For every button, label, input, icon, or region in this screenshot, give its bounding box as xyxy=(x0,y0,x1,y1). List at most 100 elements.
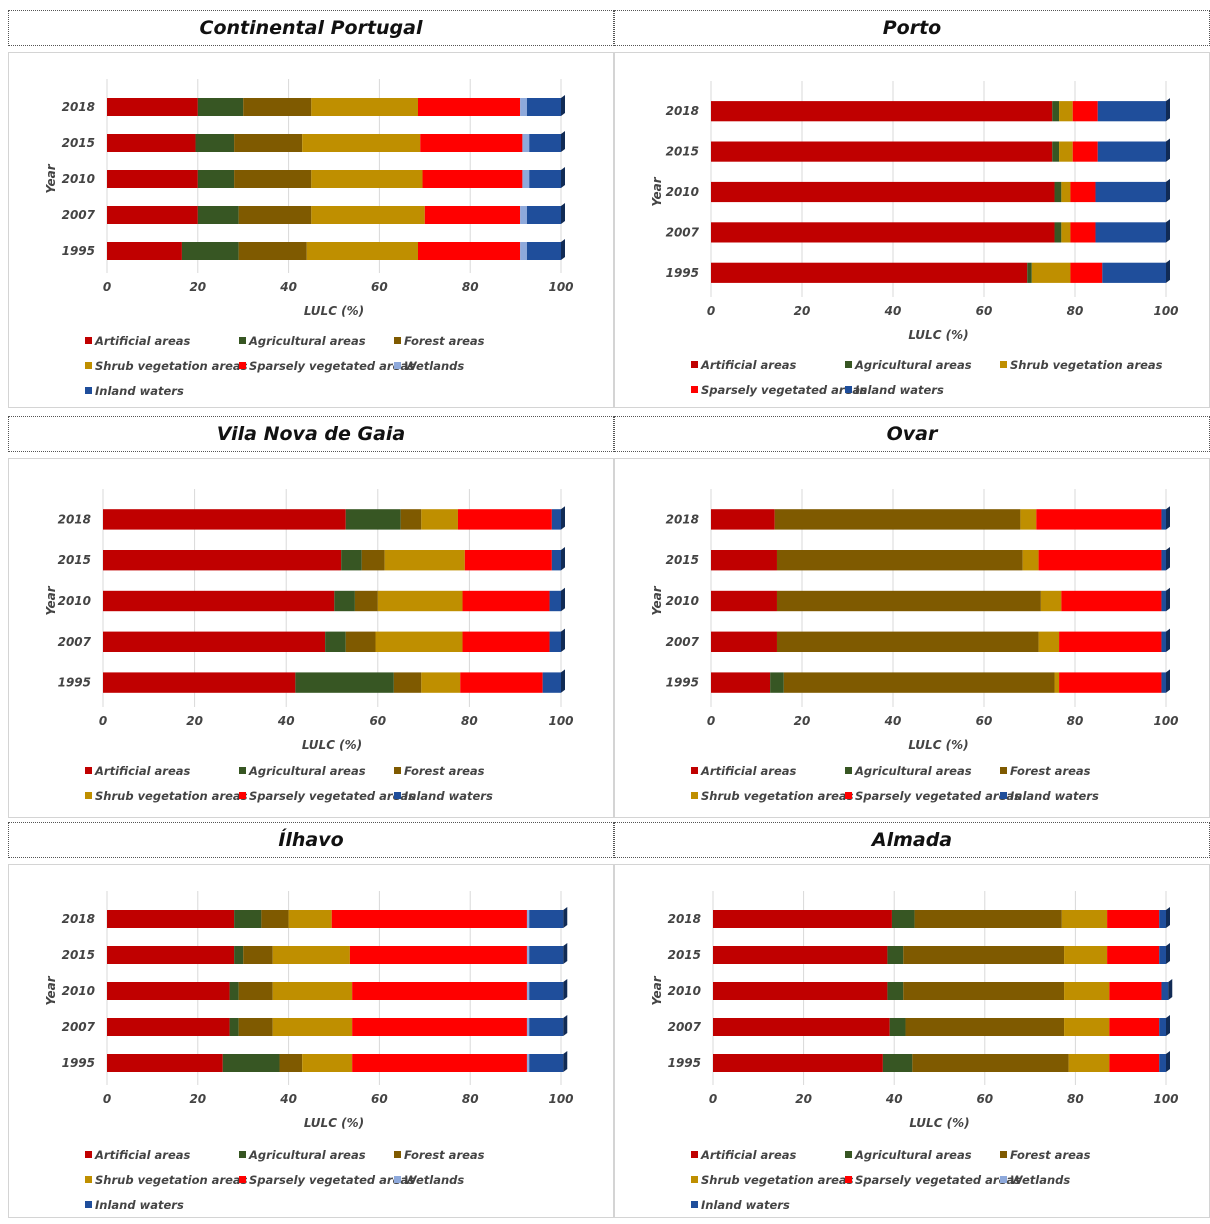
bar-segment xyxy=(103,550,342,571)
legend-swatch xyxy=(845,767,852,774)
x-tick-label: 80 xyxy=(462,1092,479,1106)
y-tick-label: 1995 xyxy=(666,676,699,690)
x-tick-label: 0 xyxy=(99,714,107,728)
x-tick-label: 100 xyxy=(548,1092,573,1106)
bar-segment xyxy=(238,206,312,224)
y-tick-label: 2015 xyxy=(666,145,699,159)
chart-body: 0 20 40 60 80 100 1995 2007 2010 2015 2018 LULC (%)… xyxy=(8,864,614,1218)
x-tick-label: 40 xyxy=(884,714,902,728)
bar-segment xyxy=(520,98,527,116)
x-tick-label: 60 xyxy=(371,1092,388,1106)
bar-edge xyxy=(1166,138,1170,162)
bar-segment xyxy=(1095,181,1166,203)
bar-edge xyxy=(1166,178,1170,203)
y-tick-label: 2018 xyxy=(58,512,91,526)
bar-segment xyxy=(295,672,394,693)
y-tick-label: 2010 xyxy=(62,172,95,186)
bar-segment xyxy=(234,170,312,188)
legend-label: Forest areas xyxy=(1010,1148,1091,1162)
bar-segment xyxy=(462,590,550,612)
bar-segment xyxy=(243,98,312,116)
chart-title: Vila Nova de Gaia xyxy=(216,423,406,445)
x-tick-label: 20 xyxy=(189,1092,206,1106)
bar-segment xyxy=(1161,982,1169,1000)
legend-swatch xyxy=(239,1176,246,1183)
chart-panel: Porto 0 20 40 60 80 100 1995 2007 2010 2015 2018 LUL… xyxy=(614,10,1210,408)
bar-segment xyxy=(1038,631,1060,652)
legend-label: Shrub vegetation areas xyxy=(1010,358,1163,372)
bar-segment xyxy=(420,134,523,152)
x-tick-label: 20 xyxy=(794,714,811,728)
x-tick-label: 60 xyxy=(369,714,386,728)
bar-segment xyxy=(1068,1054,1110,1072)
bar-segment xyxy=(325,631,346,652)
bar-segment xyxy=(1161,509,1166,530)
bar-segment xyxy=(529,1018,564,1036)
bar-segment xyxy=(103,509,346,530)
chart-panel: Vila Nova de Gaia 0 20 40 60 80 100 1995 2007 201… xyxy=(8,416,614,818)
bar-segment xyxy=(711,141,1053,162)
legend-swatch xyxy=(691,361,698,368)
bar-segment xyxy=(551,509,561,530)
y-axis-title: Year xyxy=(44,163,58,193)
bar-segment xyxy=(197,98,244,116)
bar-segment xyxy=(529,910,564,928)
bar-segment xyxy=(1109,1054,1160,1072)
chart-title-box: Almada xyxy=(614,822,1210,858)
bar-segment xyxy=(713,982,888,1000)
chart-title: Continental Portugal xyxy=(199,17,423,39)
bar-segment xyxy=(197,206,239,224)
bar-segment xyxy=(1159,910,1166,928)
bar-segment xyxy=(529,1054,564,1072)
bar-segment xyxy=(1161,550,1166,571)
bar-segment xyxy=(1040,590,1062,612)
legend-label: Sparsely vegetated areas xyxy=(701,383,867,397)
bar-segment xyxy=(311,206,425,224)
chart-svg: 0 20 40 60 80 100 1995 2007 2010 2015 2018 LULC (%)… xyxy=(650,489,1179,803)
bar-edge xyxy=(561,547,565,571)
bar-segment xyxy=(1070,262,1103,283)
bar-segment xyxy=(1159,1018,1166,1036)
bar-segment xyxy=(776,590,1041,612)
bar-segment xyxy=(1061,181,1071,203)
bar-segment xyxy=(1052,141,1060,162)
x-axis-title: LULC (%) xyxy=(909,1116,969,1130)
bar-segment xyxy=(302,134,421,152)
x-tick-label: 0 xyxy=(707,304,715,318)
bar-segment xyxy=(1095,222,1166,243)
y-axis-title: Year xyxy=(650,176,664,206)
legend-swatch xyxy=(845,1151,852,1158)
bar-segment xyxy=(914,910,1062,928)
legend-label: Artificial areas xyxy=(94,764,191,778)
legend-swatch xyxy=(394,337,401,344)
y-tick-label: 2007 xyxy=(62,1020,96,1034)
bar-segment xyxy=(526,910,530,928)
bar-segment xyxy=(1070,222,1096,243)
bar-segment xyxy=(107,170,198,188)
legend-label: Forest areas xyxy=(404,1148,485,1162)
bar-edge xyxy=(563,943,568,964)
chart-title-box: Ovar xyxy=(614,416,1210,452)
bar-segment xyxy=(345,631,376,652)
x-axis-title: LULC (%) xyxy=(304,1116,364,1130)
legend-swatch xyxy=(85,1176,92,1183)
bar-edge xyxy=(1166,98,1170,122)
x-tick-label: 100 xyxy=(548,280,573,294)
bar-segment xyxy=(272,946,350,964)
bar-segment xyxy=(711,222,1055,243)
legend-label: Inland waters xyxy=(95,384,184,398)
bar-segment xyxy=(526,1018,530,1036)
bar-edge xyxy=(1166,907,1170,928)
y-tick-label: 2018 xyxy=(62,100,95,114)
bar-segment xyxy=(776,631,1039,652)
y-tick-label: 2018 xyxy=(666,104,699,118)
chart-svg: 0 20 40 60 80 100 1995 2007 2010 2015 2018 LULC (%)… xyxy=(44,891,574,1212)
bar-segment xyxy=(1059,141,1073,162)
bar-segment xyxy=(1022,550,1039,571)
legend-swatch xyxy=(1000,361,1007,368)
bar-segment xyxy=(526,1054,530,1072)
bar-edge xyxy=(1166,547,1170,571)
bar-edge xyxy=(1166,219,1170,243)
bar-segment xyxy=(1070,181,1096,203)
bar-segment xyxy=(770,672,784,693)
